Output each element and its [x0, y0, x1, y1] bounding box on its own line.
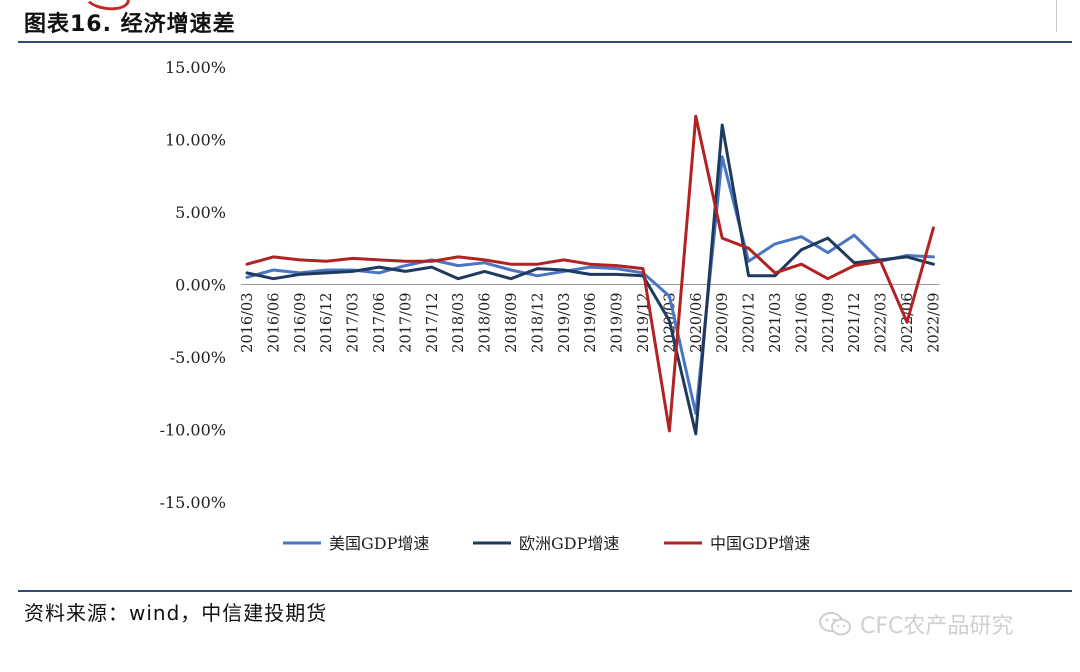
wechat-icon [819, 612, 851, 636]
x-tick-label: 2019/09 [610, 293, 626, 353]
x-tick-label: 2019/06 [583, 293, 599, 353]
x-tick-label: 2016/03 [240, 293, 256, 353]
watermark-text: CFC农产品研究 [860, 614, 1014, 639]
y-tick-label: 5.00% [175, 203, 226, 222]
x-tick-label: 2017/06 [372, 293, 388, 353]
x-tick-label: 2016/06 [266, 293, 282, 353]
y-tick-label: -10.00% [160, 421, 226, 440]
source-divider [18, 590, 1072, 592]
series-line-1 [245, 123, 935, 436]
x-tick-label: 2018/12 [530, 293, 546, 353]
x-tick-label: 2020/09 [715, 293, 731, 353]
x-tick-label: 2021/12 [847, 293, 863, 353]
figure-title: 图表16. 经济增速差 [24, 12, 236, 37]
x-tick-label: 2018/09 [504, 293, 520, 353]
header-side-rule [1056, 0, 1057, 32]
x-tick-label: 2016/09 [293, 293, 309, 353]
x-tick-label: 2019/03 [557, 293, 573, 353]
x-tick-label: 2018/06 [478, 292, 494, 352]
series-line-0 [245, 155, 935, 416]
x-tick-label: 2022/09 [926, 293, 942, 353]
y-tick-label: -5.00% [170, 348, 226, 367]
x-tick-label: 2020/06 [689, 293, 705, 353]
x-tick-label: 2017/12 [425, 293, 441, 353]
x-axis-ticks: 2016/03 2016/06 2016/09 2016/12 2017/03 2017/… [240, 292, 942, 352]
legend-label-0: 美国GDP增速 [329, 534, 429, 553]
y-tick-label: 15.00% [165, 58, 226, 77]
x-tick-label: 2021/06 [794, 293, 810, 353]
x-tick-label: 2018/03 [451, 293, 467, 353]
legend-label-1: 欧洲GDP增速 [519, 534, 619, 553]
watermark: CFC农产品研究 [818, 608, 1013, 640]
series-lines [245, 114, 935, 436]
data-source-note: 资料来源：wind，中信建投期货 [24, 601, 328, 625]
x-tick-label: 2021/03 [768, 293, 784, 353]
y-tick-label: -15.00% [160, 493, 226, 512]
x-tick-label: 2017/09 [398, 293, 414, 353]
x-tick-label: 2020/12 [742, 293, 758, 353]
gdp-growth-line-chart: 15.00% 10.00% 5.00% 0.00% -5.00% -10.00% -15.0… [160, 58, 943, 553]
series-line-2 [245, 114, 935, 433]
y-tick-label: 10.00% [165, 131, 226, 150]
x-tick-label: 2021/09 [821, 293, 837, 353]
y-tick-label: 0.00% [175, 276, 226, 295]
chart-legend: 美国GDP增速 欧洲GDP增速 中国GDP增速 [283, 534, 810, 553]
x-tick-label: 2016/12 [319, 293, 335, 353]
legend-label-2: 中国GDP增速 [710, 534, 810, 553]
y-axis-ticks: 15.00% 10.00% 5.00% 0.00% -5.00% -10.00% -15.0… [160, 58, 226, 512]
x-tick-label: 2022/03 [874, 293, 890, 353]
x-tick-label: 2017/03 [346, 293, 362, 353]
title-divider [18, 41, 1072, 43]
